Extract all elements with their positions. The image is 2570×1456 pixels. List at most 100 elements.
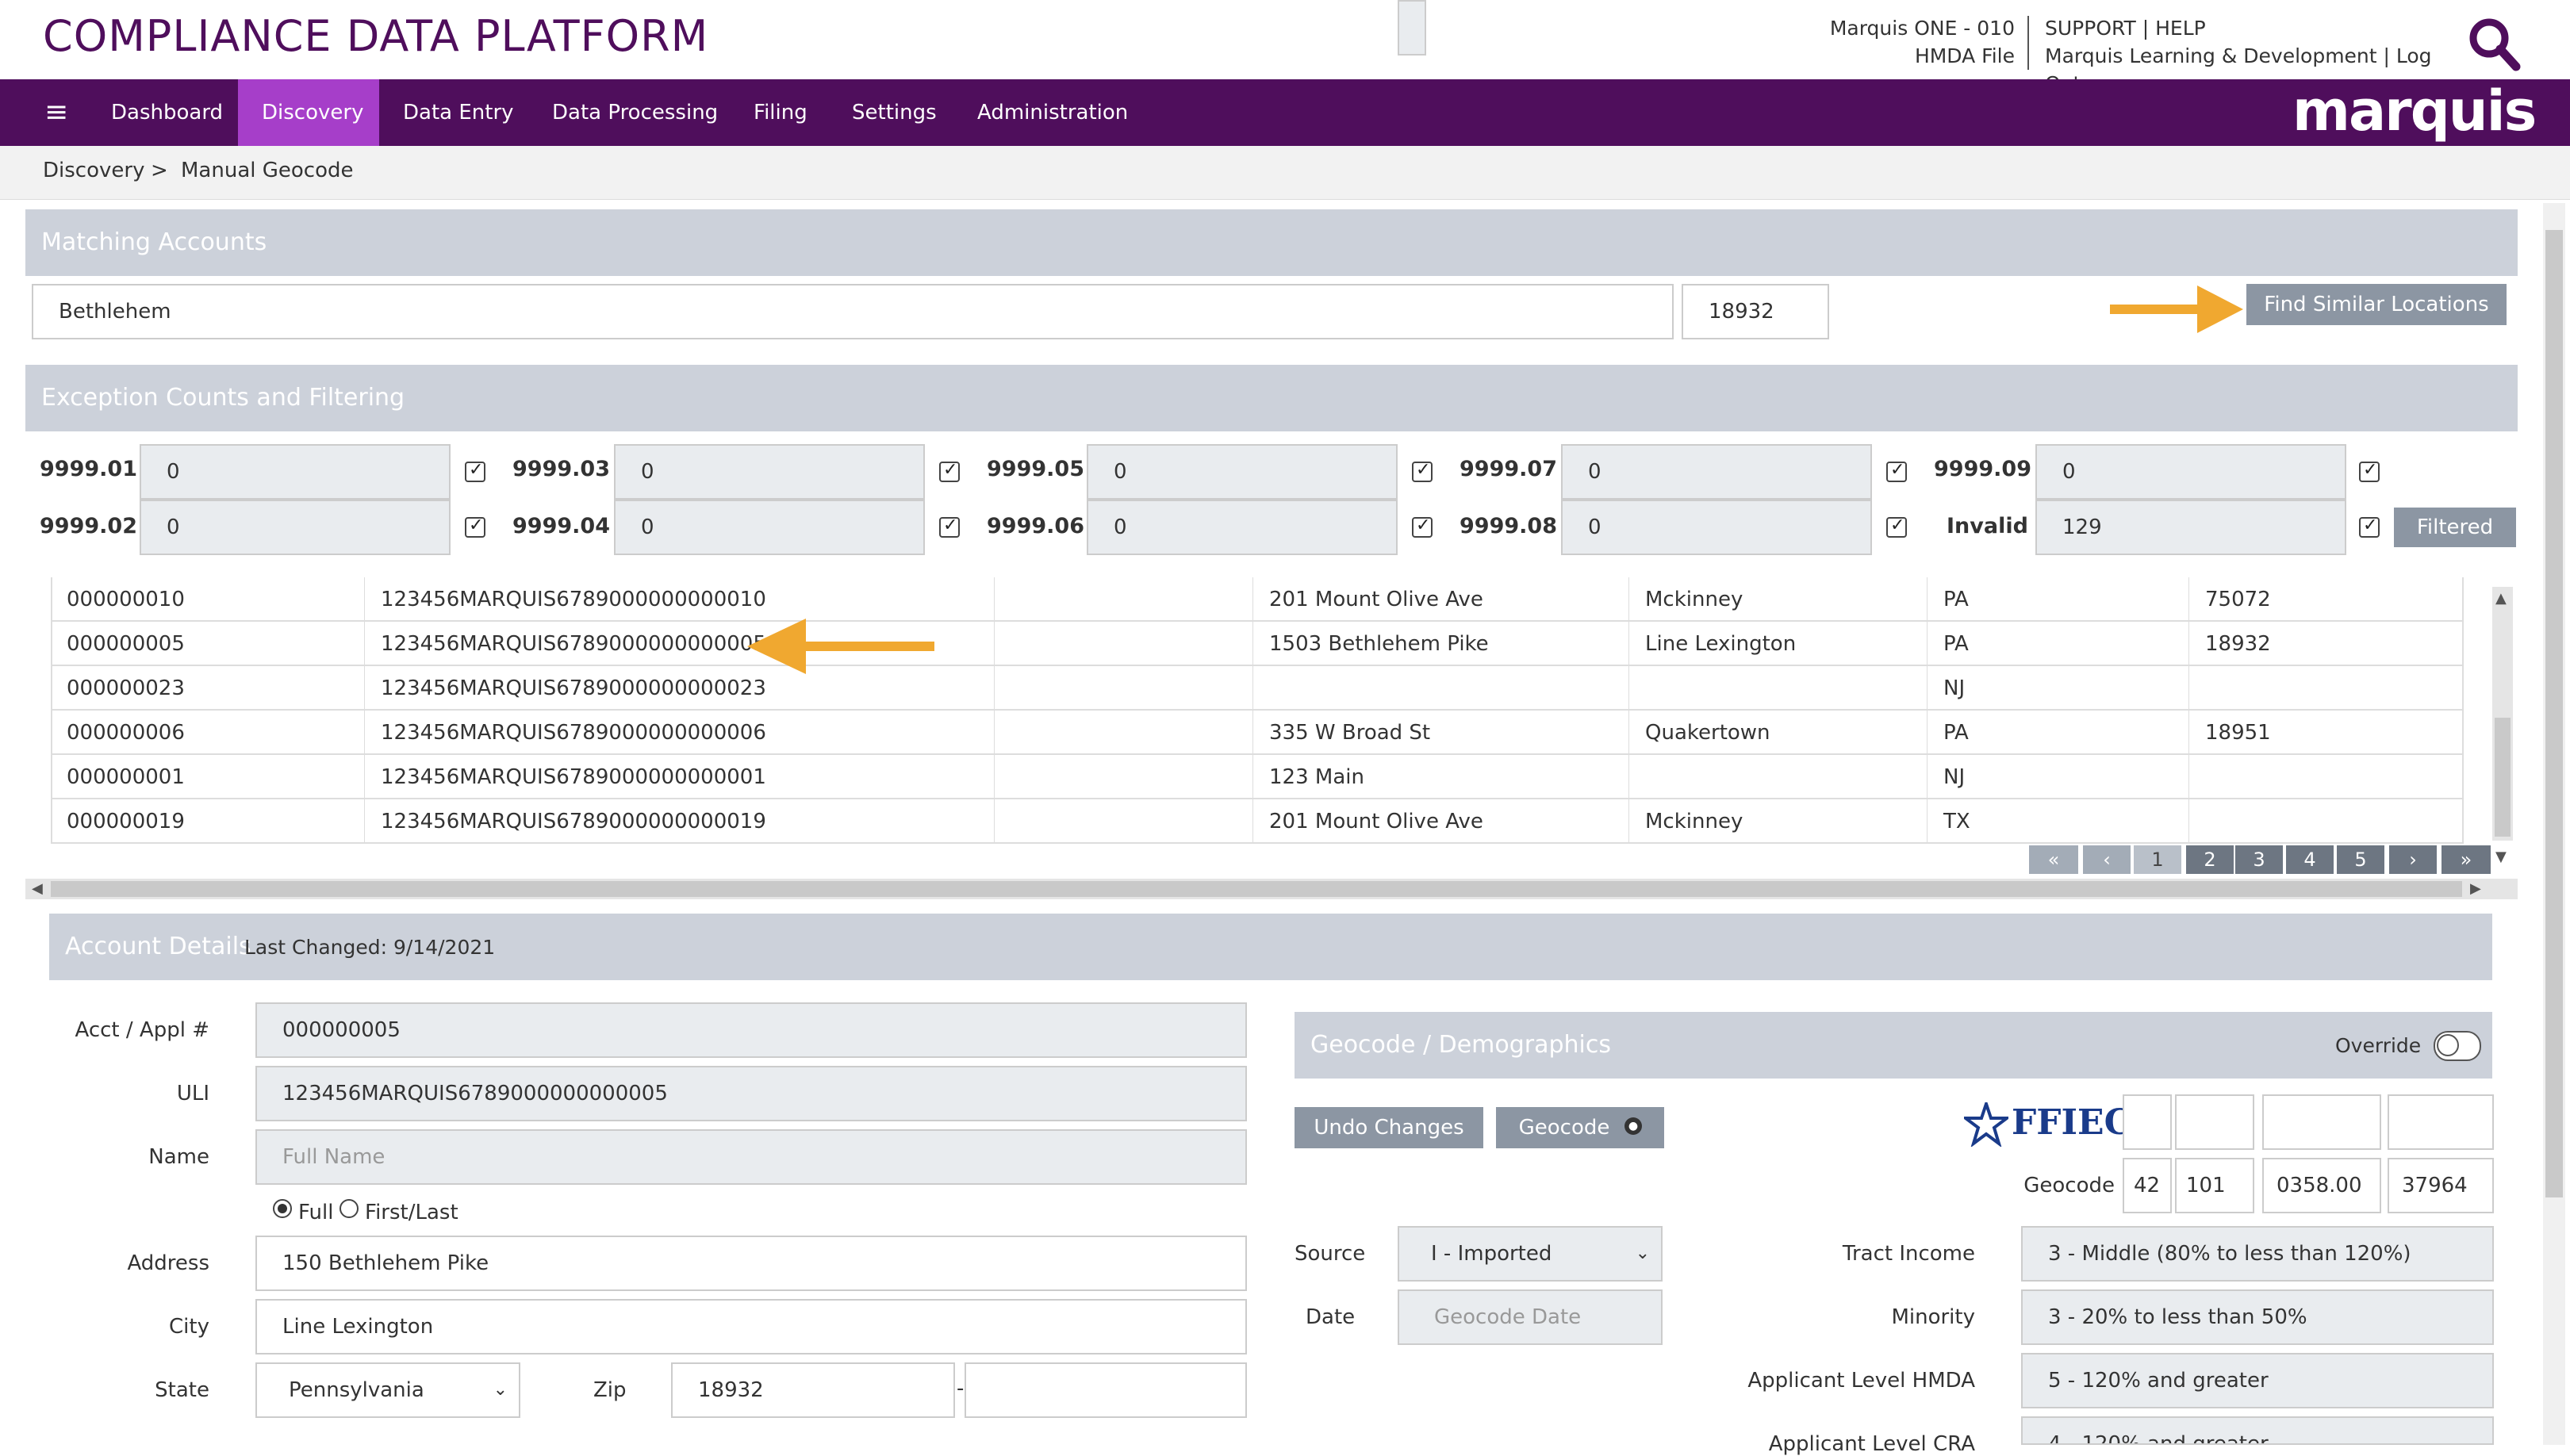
zip-field[interactable]: 18932 <box>671 1362 955 1418</box>
zip4-field[interactable] <box>965 1362 1247 1418</box>
exception-count-field[interactable]: 0 <box>614 444 925 500</box>
exception-count-field[interactable]: 0 <box>2035 444 2346 500</box>
grid-scroll-thumb[interactable] <box>2495 718 2511 837</box>
hamburger-menu-icon[interactable]: ≡ <box>44 96 69 128</box>
table-row[interactable]: 000000023 123456MARQUIS6789000000000023 NJ <box>51 666 2464 711</box>
exception-checkbox[interactable] <box>2359 515 2380 538</box>
pager-page-2[interactable]: 2 <box>2186 845 2234 874</box>
exception-count-field[interactable]: 0 <box>614 500 925 555</box>
pager-first[interactable]: « <box>2029 845 2078 874</box>
applicant-hmda-field[interactable]: 5 - 120% and greater <box>2021 1353 2494 1408</box>
nav-settings[interactable]: Settings <box>852 101 937 125</box>
table-row[interactable]: 000000006 123456MARQUIS6789000000000006 33… <box>51 711 2464 755</box>
applicant-cra-field[interactable]: 4 - 120% and greater <box>2021 1416 2494 1445</box>
pager-page-3[interactable]: 3 <box>2235 845 2283 874</box>
acct-label: Acct / Appl # <box>75 1018 209 1042</box>
exception-count-field[interactable]: 0 <box>1087 444 1398 500</box>
exception-count-field[interactable]: 0 <box>1561 444 1872 500</box>
zip-search-input[interactable]: 18932 <box>1682 284 1829 339</box>
city-search-input[interactable]: Bethlehem <box>32 284 1674 339</box>
nav-administration[interactable]: Administration <box>977 101 1129 125</box>
geocode-state-field[interactable]: 42 <box>2123 1158 2172 1213</box>
breadcrumb-discovery[interactable]: Discovery <box>43 159 145 182</box>
exception-checkbox[interactable] <box>2359 460 2380 482</box>
support-help-link[interactable]: SUPPORT | HELP <box>2045 17 2206 40</box>
nav-data-entry[interactable]: Data Entry <box>403 101 514 125</box>
exception-checkbox[interactable] <box>939 460 960 482</box>
cell-uli: 123456MARQUIS6789000000000006 <box>365 711 995 755</box>
override-label: Override <box>2335 1034 2422 1057</box>
filtered-button[interactable]: Filtered <box>2394 508 2516 547</box>
name-full-radio[interactable] <box>273 1199 292 1218</box>
tract-income-field[interactable]: 3 - Middle (80% to less than 120%) <box>2021 1226 2494 1282</box>
page-scroll-thumb[interactable] <box>2545 230 2563 1197</box>
nav-dashboard[interactable]: Dashboard <box>111 101 224 125</box>
exception-count-field[interactable]: 0 <box>1561 500 1872 555</box>
exception-checkbox[interactable] <box>939 515 960 538</box>
source-select-placeholder <box>1398 0 1426 56</box>
nav-filing[interactable]: Filing <box>754 101 807 125</box>
city-field[interactable]: Line Lexington <box>255 1299 1247 1354</box>
environment-name: Marquis ONE - 010 <box>1829 17 2015 40</box>
table-row[interactable]: 000000010 123456MARQUIS6789000000000010 20… <box>51 577 2464 622</box>
source-select[interactable]: I - Imported ⌄ <box>1398 1226 1663 1282</box>
state-select[interactable]: Pennsylvania ⌄ <box>255 1362 520 1418</box>
ffiec-field[interactable] <box>2388 1094 2494 1150</box>
cell-uli: 123456MARQUIS6789000000000001 <box>365 755 995 799</box>
app-title: COMPLIANCE DATA PLATFORM <box>43 11 709 61</box>
name-firstlast-radio[interactable] <box>339 1199 359 1218</box>
table-row[interactable]: 000000001 123456MARQUIS6789000000000001 12… <box>51 755 2464 799</box>
geocode-date-field[interactable]: Geocode Date <box>1398 1289 1663 1345</box>
pager-page-5[interactable]: 5 <box>2337 845 2384 874</box>
acct-number-field[interactable]: 000000005 <box>255 1002 1247 1058</box>
undo-changes-button[interactable]: Undo Changes <box>1295 1107 1483 1148</box>
ffiec-field[interactable] <box>2175 1094 2254 1150</box>
find-similar-locations-button[interactable]: Find Similar Locations <box>2246 284 2507 325</box>
pager-page-1[interactable]: 1 <box>2134 845 2181 874</box>
table-row[interactable]: 000000019 123456MARQUIS6789000000000019 20… <box>51 799 2464 844</box>
scroll-right-arrow-icon[interactable]: ▶ <box>2470 880 2481 897</box>
exception-checkbox[interactable] <box>1412 460 1433 482</box>
account-details-title: Account Details <box>65 933 251 960</box>
address-field[interactable]: 150 Bethlehem Pike <box>255 1236 1247 1291</box>
scroll-left-arrow-icon[interactable]: ◀ <box>32 880 43 897</box>
exception-checkbox[interactable] <box>465 515 485 538</box>
pager-page-4[interactable]: 4 <box>2286 845 2334 874</box>
exception-checkbox[interactable] <box>1412 515 1433 538</box>
exception-count-field[interactable]: 0 <box>140 500 451 555</box>
exception-checkbox[interactable] <box>1886 460 1907 482</box>
scroll-up-arrow-icon[interactable]: ▲ <box>2495 590 2507 607</box>
exception-count-field[interactable]: 0 <box>1087 500 1398 555</box>
geocode-button[interactable]: Geocode ● <box>1496 1107 1664 1148</box>
breadcrumb-current: Manual Geocode <box>181 159 354 182</box>
pager-next[interactable]: › <box>2389 845 2437 874</box>
nav-data-processing[interactable]: Data Processing <box>552 101 719 125</box>
ffiec-field[interactable] <box>2262 1094 2381 1150</box>
name-field[interactable]: Full Name <box>255 1129 1247 1185</box>
exception-code-label: 9999.02 <box>40 514 137 538</box>
exception-count-field[interactable]: 0 <box>140 444 451 500</box>
search-icon[interactable] <box>2467 16 2522 71</box>
exception-code-label: 9999.01 <box>40 457 137 481</box>
exception-count-field[interactable]: 129 <box>2035 500 2346 555</box>
cell-extra <box>995 666 1253 711</box>
horizontal-scroll-thumb[interactable] <box>51 881 2462 897</box>
nav-discovery[interactable]: Discovery <box>238 79 379 146</box>
table-row[interactable]: 000000005 123456MARQUIS6789000000000005 15… <box>51 622 2464 666</box>
date-label: Date <box>1306 1305 1356 1329</box>
scroll-down-arrow-icon[interactable]: ▼ <box>2495 849 2507 865</box>
cell-acct: 000000006 <box>51 711 365 755</box>
geocode-tract-field[interactable]: 0358.00 <box>2262 1158 2381 1213</box>
exception-checkbox[interactable] <box>465 460 485 482</box>
exception-checkbox[interactable] <box>1886 515 1907 538</box>
override-toggle[interactable] <box>2434 1031 2481 1061</box>
pager-prev[interactable]: ‹ <box>2083 845 2131 874</box>
geocode-msa-field[interactable]: 37964 <box>2388 1158 2494 1213</box>
ffiec-field[interactable] <box>2123 1094 2172 1150</box>
uli-field[interactable]: 123456MARQUIS6789000000000005 <box>255 1066 1247 1121</box>
pager-last[interactable]: » <box>2442 845 2491 874</box>
minority-field[interactable]: 3 - 20% to less than 50% <box>2021 1289 2494 1345</box>
user-logout-link[interactable]: Marquis Learning & Development | Log Out <box>2045 44 2432 95</box>
geocode-county-field[interactable]: 101 <box>2175 1158 2254 1213</box>
cell-uli: 123456MARQUIS6789000000000019 <box>365 799 995 844</box>
